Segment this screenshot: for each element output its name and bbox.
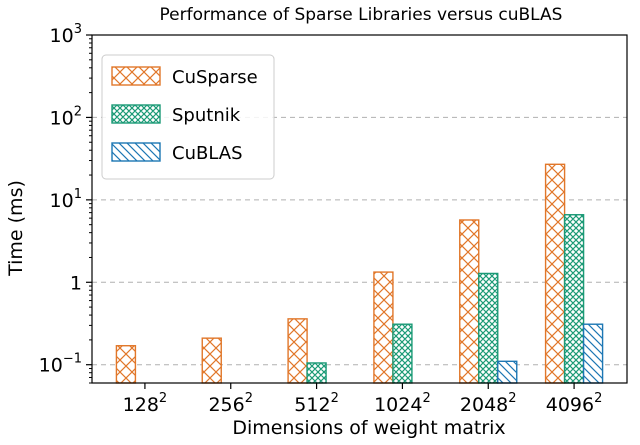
x-tick-label: 1282 [123, 391, 168, 416]
x-tick-exponent: 2 [331, 391, 339, 406]
bar-sputnik-4096 [563, 214, 585, 384]
y-tick-base: 10 [39, 355, 63, 377]
bar-cublas-4096 [582, 323, 604, 384]
y-tick-label: 103 [50, 22, 82, 47]
x-tick-base: 2048 [460, 394, 508, 416]
x-tick-base: 512 [294, 394, 330, 416]
x-tick-base: 128 [123, 394, 159, 416]
bars [115, 163, 604, 384]
x-tick-base: 256 [208, 394, 244, 416]
y-tick-base: 1 [70, 272, 82, 294]
bar-sputnik-2048 [478, 272, 499, 384]
x-tick-label: 40962 [546, 391, 603, 416]
y-axis-title: Time (ms) [5, 180, 27, 277]
y-tick-label: 101 [50, 187, 82, 212]
x-tick-label: 5122 [294, 391, 339, 416]
bar-sputnik-1024 [392, 323, 413, 384]
x-tick-label: 2562 [208, 391, 253, 416]
x-tick-exponent: 2 [422, 391, 430, 406]
legend-swatch-cublas [111, 142, 161, 162]
x-tick-exponent: 2 [594, 391, 602, 406]
legend: CuSparse Sputnik CuBLAS [101, 54, 275, 180]
y-tick-exponent: −1 [63, 352, 82, 367]
y-tick-label: 102 [50, 104, 82, 129]
bar-cusparse-4096 [544, 163, 566, 384]
x-axis-title: Dimensions of weight matrix [232, 417, 505, 439]
y-tick-label: 10−1 [39, 352, 82, 377]
y-tick-base: 10 [50, 107, 74, 129]
x-tick-exponent: 2 [245, 391, 253, 406]
x-tick-exponent: 2 [159, 391, 167, 406]
legend-swatch-cusparse [111, 66, 161, 86]
bar-cusparse-1024 [373, 271, 394, 384]
y-tick-exponent: 3 [74, 22, 82, 37]
x-tick-base: 4096 [546, 394, 594, 416]
y-tick-base: 10 [50, 25, 74, 47]
legend-label-cublas: CuBLAS [172, 143, 243, 164]
bar-cusparse-2048 [459, 219, 480, 384]
bar-cusparse-512 [287, 318, 308, 384]
plot-area-frame [91, 34, 628, 384]
chart-title: Performance of Sparse Libraries versus c… [160, 5, 563, 25]
bar-cusparse-256 [201, 337, 222, 384]
x-tick-label: 10242 [374, 391, 431, 416]
legend-label-cusparse: CuSparse [172, 67, 258, 88]
y-tick-label: 1 [70, 272, 82, 294]
bar-cublas-2048 [497, 360, 518, 384]
y-tick-exponent: 2 [74, 104, 82, 119]
bar-cusparse-128 [115, 345, 137, 384]
legend-swatch-sputnik [111, 104, 161, 124]
x-tick-exponent: 2 [508, 391, 516, 406]
y-tick-exponent: 1 [74, 187, 82, 202]
legend-label-sputnik: Sputnik [172, 105, 241, 126]
x-tick-label: 20482 [460, 391, 517, 416]
y-tick-base: 10 [50, 190, 74, 212]
x-tick-base: 1024 [374, 394, 422, 416]
bar-sputnik-512 [306, 362, 327, 384]
x-axis-ticks: 1282 2562 5122 10242 20482 40962 [123, 383, 603, 416]
